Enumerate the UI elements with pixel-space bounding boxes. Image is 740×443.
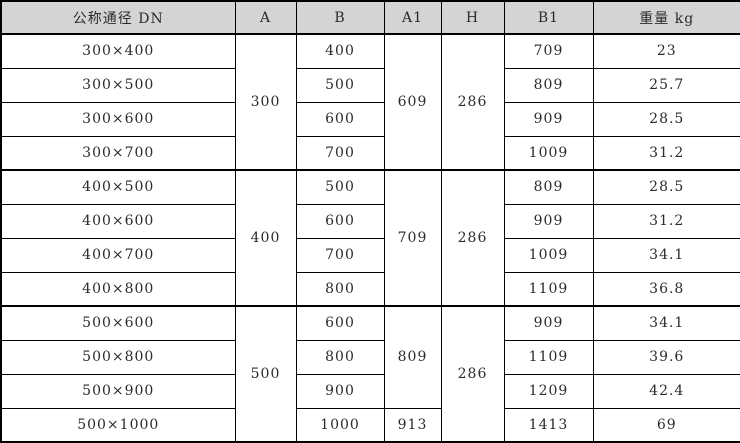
cell-b: 600 (295, 203, 385, 239)
cell-dn: 300×500 (0, 67, 236, 103)
cell-h: 286 (440, 169, 505, 307)
cell-b1: 809 (503, 169, 594, 205)
table-row: 400×500 400 500 709 286 809 28.5 (0, 169, 740, 307)
header-h: H (440, 0, 505, 35)
header-weight: 重量 kg (592, 0, 740, 35)
table-row: 300×700 700 1009 31.2 (0, 135, 740, 171)
cell-b1: 1009 (503, 237, 594, 273)
cell-dn: 300×600 (0, 101, 236, 137)
cell-a: 400 (234, 169, 297, 307)
cell-b: 400 (295, 33, 385, 69)
cell-dn: 400×800 (0, 271, 236, 307)
table-row: 300×500 500 809 25.7 (0, 67, 740, 103)
table-row: 400×600 600 909 31.2 (0, 203, 740, 239)
header-dn: 公称通径 DN (0, 0, 236, 35)
cell-weight: 42.4 (592, 373, 740, 409)
cell-b: 700 (295, 135, 385, 171)
cell-weight: 31.2 (592, 203, 740, 239)
cell-weight: 31.2 (592, 135, 740, 171)
cell-weight: 34.1 (592, 305, 740, 341)
cell-b: 500 (295, 67, 385, 103)
cell-b: 600 (295, 305, 385, 341)
cell-a: 500 (234, 305, 297, 443)
cell-dn: 500×800 (0, 339, 236, 375)
cell-b1: 1209 (503, 373, 594, 409)
cell-b: 800 (295, 271, 385, 307)
table-row: 500×900 900 1209 42.4 (0, 373, 740, 409)
cell-dn: 300×700 (0, 135, 236, 171)
header-row: 公称通径 DN A B A1 H B1 重量 kg (0, 0, 740, 35)
cell-dn: 500×600 (0, 305, 236, 341)
table-row: 500×800 800 1109 39.6 (0, 339, 740, 375)
cell-b: 1000 (295, 407, 385, 443)
cell-weight: 39.6 (592, 339, 740, 375)
cell-b: 600 (295, 101, 385, 137)
cell-weight: 28.5 (592, 169, 740, 205)
cell-b1: 1109 (503, 271, 594, 307)
cell-b1: 909 (503, 305, 594, 341)
cell-h: 286 (440, 305, 505, 443)
cell-weight: 25.7 (592, 67, 740, 103)
cell-b1: 909 (503, 203, 594, 239)
cell-b1: 809 (503, 67, 594, 103)
cell-b1: 1009 (503, 135, 594, 171)
cell-b1: 1109 (503, 339, 594, 375)
cell-b: 900 (295, 373, 385, 409)
cell-dn: 500×900 (0, 373, 236, 409)
cell-a1: 809 (383, 305, 442, 409)
table-row: 400×800 800 1109 36.8 (0, 271, 740, 307)
table-row: 300×600 600 909 28.5 (0, 101, 740, 137)
cell-dn: 500×1000 (0, 407, 236, 443)
table-row: 400×700 700 1009 34.1 (0, 237, 740, 273)
cell-dn: 400×600 (0, 203, 236, 239)
cell-h: 286 (440, 33, 505, 171)
table-row: 300×400 300 400 609 286 709 23 (0, 33, 740, 171)
cell-b: 500 (295, 169, 385, 205)
cell-dn: 300×400 (0, 33, 236, 69)
cell-b: 800 (295, 339, 385, 375)
header-b1: B1 (503, 0, 594, 35)
cell-b1: 1413 (503, 407, 594, 443)
header-b: B (295, 0, 385, 35)
cell-a1: 709 (383, 169, 442, 307)
header-a1: A1 (383, 0, 442, 35)
cell-weight: 28.5 (592, 101, 740, 137)
cell-a1: 913 (383, 407, 442, 443)
header-a: A (234, 0, 297, 35)
cell-b: 700 (295, 237, 385, 273)
cell-dn: 400×700 (0, 237, 236, 273)
cell-b1: 709 (503, 33, 594, 69)
cell-dn: 400×500 (0, 169, 236, 205)
cell-weight: 69 (592, 407, 740, 443)
cell-a: 300 (234, 33, 297, 171)
table-row: 500×1000 1000 913 1413 69 (0, 407, 740, 443)
cell-weight: 23 (592, 33, 740, 69)
cell-weight: 36.8 (592, 271, 740, 307)
cell-b1: 909 (503, 101, 594, 137)
cell-weight: 34.1 (592, 237, 740, 273)
table-body: 300×400 300 400 609 286 709 23 300×500 500 809 25.… (0, 33, 740, 443)
table-row: 500×600 500 600 809 286 909 34.1 (0, 305, 740, 443)
cell-a1: 609 (383, 33, 442, 171)
